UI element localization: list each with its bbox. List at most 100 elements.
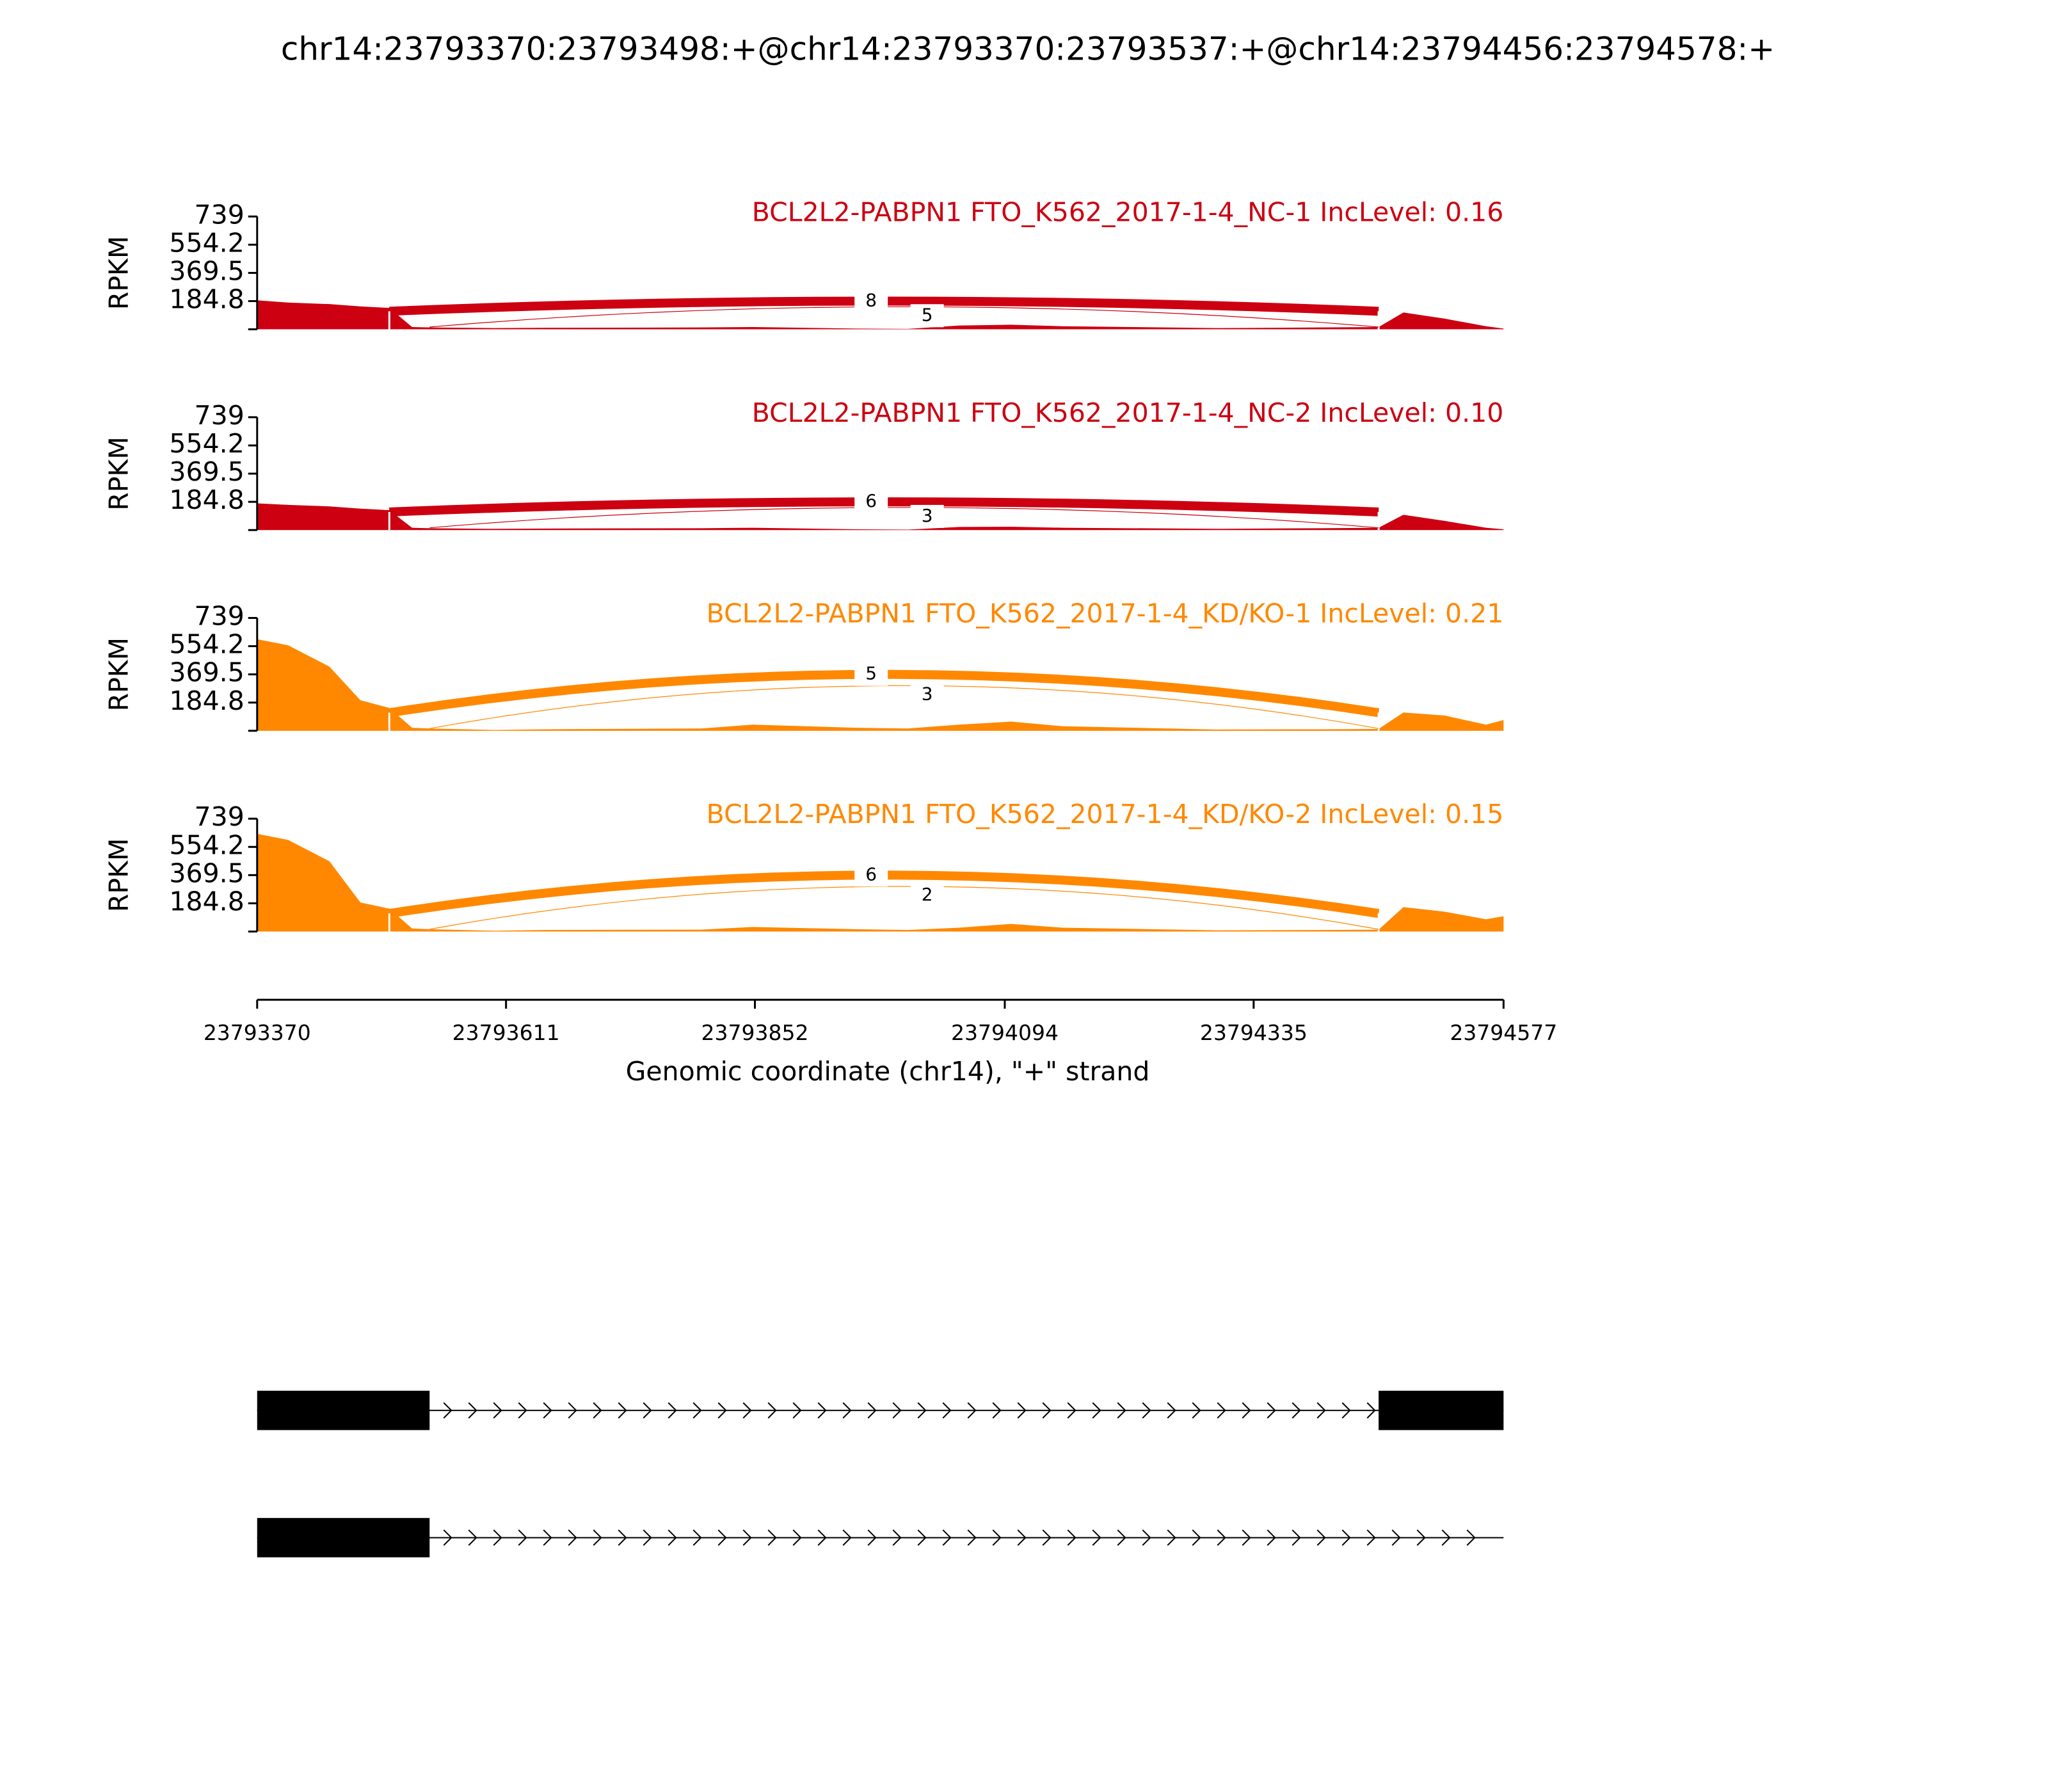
strand-chevron bbox=[842, 1402, 852, 1419]
junction-label-box bbox=[910, 883, 944, 907]
y-tick-label: 739 bbox=[195, 400, 244, 431]
strand-chevron bbox=[1092, 1402, 1101, 1419]
strand-chevron bbox=[568, 1402, 577, 1419]
strand-chevron bbox=[1042, 1402, 1052, 1419]
panel-label: BCL2L2-PABPN1 FTO_K562_2017-1-4_KD/KO-1 … bbox=[707, 598, 1504, 629]
strand-chevron bbox=[1217, 1529, 1226, 1546]
junction-label-box bbox=[910, 504, 944, 528]
strand-chevron bbox=[668, 1402, 677, 1419]
y-tick-label: 369.5 bbox=[169, 657, 244, 688]
strand-chevron bbox=[1167, 1529, 1176, 1546]
strand-chevron bbox=[1067, 1529, 1076, 1546]
junction-label: 6 bbox=[865, 490, 877, 511]
strand-chevron bbox=[792, 1402, 802, 1419]
strand-chevron bbox=[867, 1402, 877, 1419]
y-tick-label: 184.8 bbox=[169, 484, 244, 515]
strand-chevron bbox=[1441, 1529, 1451, 1546]
strand-chevron bbox=[692, 1402, 702, 1419]
strand-chevron bbox=[1292, 1529, 1301, 1546]
strand-chevron bbox=[717, 1529, 727, 1546]
strand-chevron bbox=[568, 1529, 577, 1546]
y-tick-label: 184.8 bbox=[169, 886, 244, 916]
strand-chevron bbox=[1416, 1529, 1426, 1546]
junction-arc bbox=[429, 886, 1379, 930]
exon bbox=[257, 1517, 430, 1558]
strand-chevron bbox=[742, 1529, 752, 1546]
y-tick-label: 184.8 bbox=[169, 685, 244, 716]
strand-chevron bbox=[1316, 1402, 1326, 1419]
strand-chevron bbox=[692, 1529, 702, 1546]
strand-chevron bbox=[493, 1529, 502, 1546]
coverage-area bbox=[257, 833, 1504, 932]
x-tick-label: 23793611 bbox=[452, 1020, 560, 1045]
y-axis-label: RPKM bbox=[104, 637, 134, 711]
strand-chevron bbox=[593, 1529, 602, 1546]
strand-chevron bbox=[1242, 1402, 1251, 1419]
strand-chevron bbox=[842, 1529, 852, 1546]
x-tick-label: 23793852 bbox=[701, 1020, 809, 1045]
junction-label: 8 bbox=[865, 289, 877, 310]
strand-chevron bbox=[1017, 1529, 1027, 1546]
strand-chevron bbox=[817, 1402, 827, 1419]
junction-label-box bbox=[854, 490, 888, 514]
strand-chevron bbox=[1092, 1529, 1101, 1546]
x-axis-label: Genomic coordinate (chr14), "+" strand bbox=[626, 1056, 1150, 1087]
strand-chevron bbox=[1167, 1402, 1176, 1419]
strand-chevron bbox=[917, 1402, 927, 1419]
strand-chevron bbox=[618, 1529, 627, 1546]
x-tick-label: 23794094 bbox=[951, 1020, 1059, 1045]
strand-chevron bbox=[1242, 1529, 1251, 1546]
y-tick-label: 739 bbox=[195, 601, 244, 632]
strand-chevron bbox=[493, 1402, 502, 1419]
strand-chevron bbox=[867, 1529, 877, 1546]
strand-chevron bbox=[1117, 1529, 1126, 1546]
panel-label: BCL2L2-PABPN1 FTO_K562_2017-1-4_KD/KO-2 … bbox=[707, 799, 1504, 829]
junction-arc bbox=[429, 306, 1379, 328]
strand-chevron bbox=[792, 1529, 802, 1546]
exon bbox=[257, 1391, 430, 1430]
y-tick-label: 739 bbox=[195, 199, 244, 230]
strand-chevron bbox=[1142, 1529, 1151, 1546]
y-axis-label: RPKM bbox=[104, 436, 134, 510]
strand-chevron bbox=[1391, 1529, 1401, 1546]
strand-chevron bbox=[917, 1529, 927, 1546]
strand-chevron bbox=[668, 1529, 677, 1546]
strand-chevron bbox=[942, 1402, 952, 1419]
junction-label-box bbox=[910, 304, 944, 328]
strand-chevron bbox=[593, 1402, 602, 1419]
y-tick-label: 369.5 bbox=[169, 255, 244, 286]
strand-chevron bbox=[1466, 1529, 1476, 1546]
strand-chevron bbox=[892, 1402, 902, 1419]
panel-label: BCL2L2-PABPN1 FTO_K562_2017-1-4_NC-1 Inc… bbox=[752, 196, 1504, 227]
junction-arc bbox=[429, 507, 1379, 529]
strand-chevron bbox=[443, 1402, 452, 1419]
strand-chevron bbox=[518, 1529, 527, 1546]
y-tick-label: 184.8 bbox=[169, 284, 244, 314]
chart-title: chr14:23793370:23793498:+@chr14:23793370… bbox=[281, 31, 1775, 68]
strand-chevron bbox=[1267, 1529, 1276, 1546]
strand-chevron bbox=[992, 1402, 1002, 1419]
coverage-area bbox=[257, 639, 1504, 731]
junction-label: 5 bbox=[865, 663, 877, 684]
strand-chevron bbox=[767, 1529, 777, 1546]
junction-label-box bbox=[854, 863, 888, 887]
junction-label: 3 bbox=[922, 683, 933, 704]
strand-chevron bbox=[543, 1529, 552, 1546]
coverage-area bbox=[257, 300, 1504, 330]
strand-chevron bbox=[967, 1529, 977, 1546]
junction-label-box bbox=[910, 683, 944, 707]
strand-chevron bbox=[817, 1529, 827, 1546]
y-tick-label: 554.2 bbox=[169, 829, 244, 860]
x-tick-label: 23794335 bbox=[1200, 1020, 1308, 1045]
strand-chevron bbox=[1042, 1529, 1052, 1546]
strand-chevron bbox=[1142, 1402, 1151, 1419]
strand-chevron bbox=[1316, 1529, 1326, 1546]
strand-chevron bbox=[1217, 1402, 1226, 1419]
strand-chevron bbox=[992, 1529, 1002, 1546]
x-tick-label: 23794577 bbox=[1450, 1020, 1557, 1045]
strand-chevron bbox=[1117, 1402, 1126, 1419]
strand-chevron bbox=[468, 1529, 477, 1546]
y-tick-label: 554.2 bbox=[169, 629, 244, 660]
strand-chevron bbox=[543, 1402, 552, 1419]
